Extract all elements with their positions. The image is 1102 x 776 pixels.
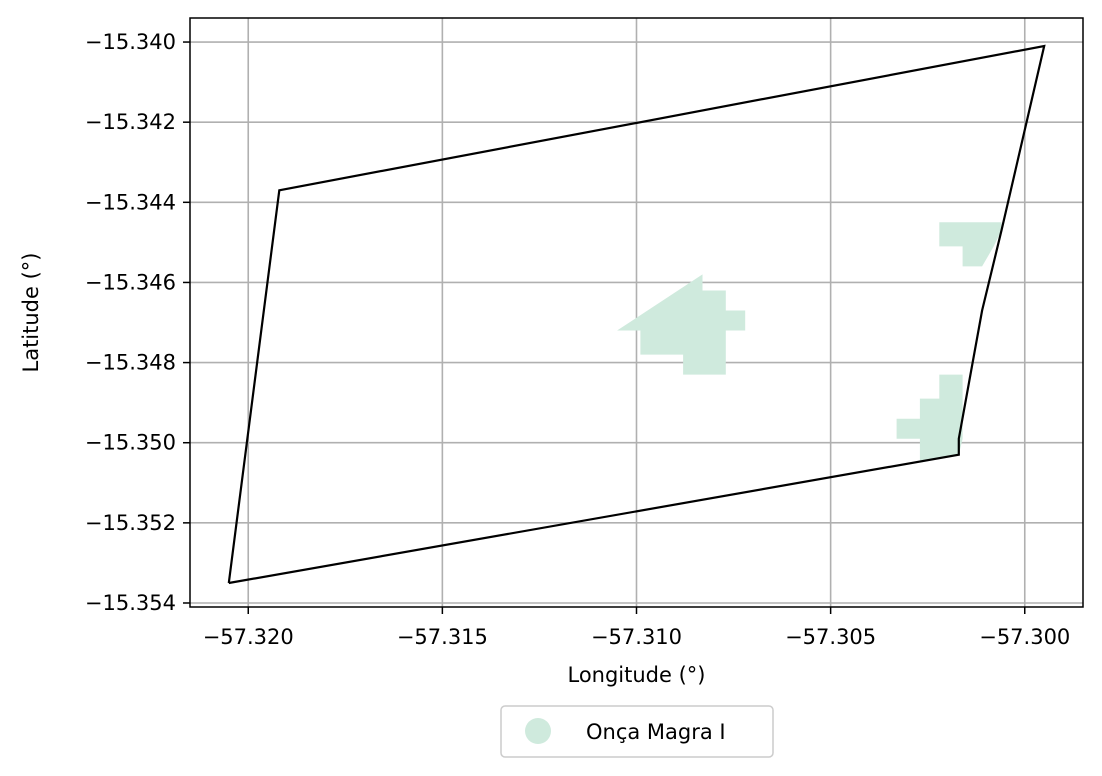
y-axis-ticks: −15.340 −15.342 −15.344 −15.346 −15.348 −15.3…: [85, 30, 190, 615]
x-tick-label: −57.320: [203, 625, 294, 649]
x-tick-label: −57.315: [397, 625, 488, 649]
x-axis-label: Longitude (°): [567, 663, 705, 687]
y-tick-label: −15.348: [85, 351, 176, 375]
y-tick-label: −15.340: [85, 30, 176, 54]
onca-magra-i-areas: [617, 222, 1002, 463]
x-axis-ticks: −57.320 −57.315 −57.310 −57.305 −57.300: [203, 607, 1070, 649]
y-axis-label: Latitude (°): [19, 253, 43, 373]
area-polygon: [617, 274, 746, 375]
y-tick-label: −15.346: [85, 270, 176, 294]
area-polygon: [896, 374, 963, 463]
y-tick-label: −15.342: [85, 110, 176, 134]
y-tick-label: −15.352: [85, 511, 176, 535]
boundary-line: [227, 44, 1046, 585]
legend-marker-onca-magra-i: [525, 718, 551, 744]
x-tick-label: −57.310: [591, 625, 682, 649]
y-tick-label: −15.350: [85, 431, 176, 455]
y-tick-label: −15.354: [85, 591, 176, 615]
legend-box: [500, 705, 774, 758]
area-polygon: [939, 222, 1002, 267]
legend-label-onca-magra-i: Onça Magra I: [586, 720, 726, 744]
y-tick-label: −15.344: [85, 190, 176, 214]
x-tick-label: −57.300: [979, 625, 1070, 649]
x-tick-label: −57.305: [785, 625, 876, 649]
boundary-outline: [227, 44, 1046, 585]
legend: Onça Magra I: [500, 705, 774, 758]
